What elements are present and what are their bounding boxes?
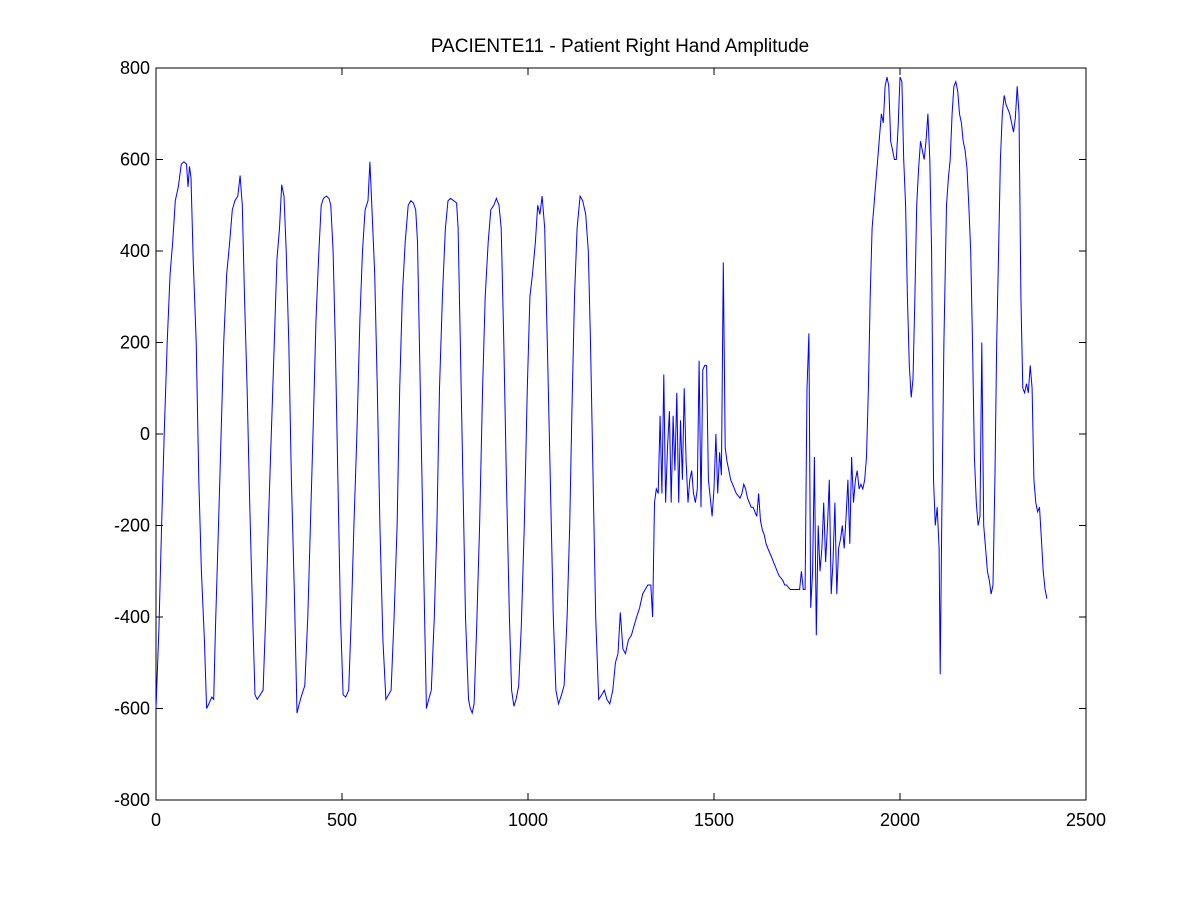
- x-tick-label: 2500: [1066, 810, 1106, 830]
- x-tick-label: 1000: [508, 810, 548, 830]
- y-tick-label: -400: [114, 607, 150, 627]
- y-tick-label: -200: [114, 516, 150, 536]
- y-tick-label: 800: [120, 58, 150, 78]
- axes-box: [155, 67, 1087, 801]
- x-tick-label: 500: [327, 810, 357, 830]
- y-tick-label: 0: [140, 424, 150, 444]
- y-tick-label: 600: [120, 150, 150, 170]
- x-tick-label: 1500: [694, 810, 734, 830]
- y-tick-label: -800: [114, 790, 150, 810]
- axis-ticks: [155, 67, 1087, 801]
- y-tick-label: 200: [120, 333, 150, 353]
- chart-title: PACIENTE11 - Patient Right Hand Amplitud…: [431, 36, 809, 57]
- series-line: [155, 76, 1048, 715]
- y-tick-label: 400: [120, 241, 150, 261]
- x-tick-label: 2000: [880, 810, 920, 830]
- y-tick-label: -600: [114, 699, 150, 719]
- x-tick-label: 0: [151, 810, 161, 830]
- tick-labels: 0 500 1000 1500 2000 2500 -800 -600 -400 -200 0 200…: [114, 58, 1106, 830]
- plot-area: 0 500 1000 1500 2000 2500 -800 -600 -400 -200 0 200…: [114, 58, 1106, 830]
